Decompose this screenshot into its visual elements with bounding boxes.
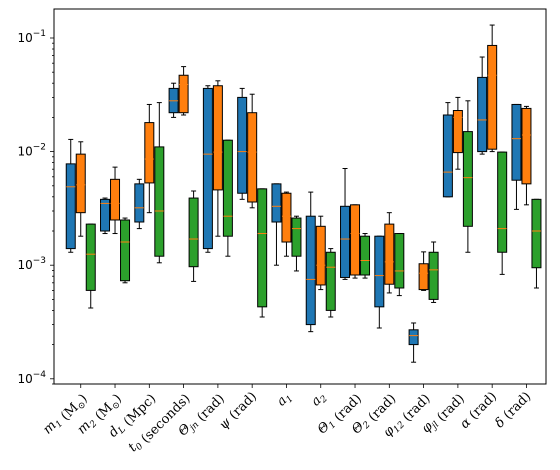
box-6-2 bbox=[291, 215, 302, 272]
box-0-0 bbox=[65, 138, 76, 253]
box-4-0 bbox=[202, 85, 213, 253]
box-rect bbox=[257, 188, 268, 308]
box-8-0 bbox=[340, 167, 351, 280]
box-rect bbox=[350, 204, 361, 276]
box-12-2 bbox=[497, 151, 508, 275]
box-rect bbox=[247, 112, 258, 203]
box-5-1 bbox=[247, 93, 258, 209]
box-rect bbox=[452, 110, 463, 154]
box-rect bbox=[178, 74, 189, 114]
y-tick-label: 10−4 bbox=[17, 370, 46, 386]
box-rect bbox=[340, 205, 351, 278]
box-6-0 bbox=[271, 183, 282, 266]
y-tick-label: 10−3 bbox=[17, 256, 46, 272]
box-rect bbox=[134, 183, 145, 223]
box-rect bbox=[75, 153, 86, 214]
box-5-0 bbox=[237, 87, 248, 200]
box-rect bbox=[315, 225, 326, 286]
box-11-1 bbox=[452, 96, 463, 170]
box-rect bbox=[418, 263, 429, 291]
box-rect bbox=[271, 183, 282, 223]
box-3-2 bbox=[188, 190, 199, 282]
box-3-1 bbox=[178, 66, 189, 116]
box-12-1 bbox=[487, 24, 498, 153]
box-rect bbox=[487, 44, 498, 150]
box-rect bbox=[428, 251, 439, 300]
box-rect bbox=[305, 215, 316, 326]
box-11-0 bbox=[442, 102, 453, 198]
box-13-2 bbox=[531, 198, 542, 289]
box-7-2 bbox=[325, 248, 336, 318]
box-rect bbox=[291, 217, 302, 257]
box-8-2 bbox=[360, 233, 371, 279]
box-2-0 bbox=[134, 178, 145, 230]
box-1-1 bbox=[110, 166, 121, 235]
box-rect bbox=[222, 139, 233, 237]
box-6-1 bbox=[281, 191, 292, 257]
box-13-1 bbox=[521, 105, 532, 206]
box-rect bbox=[384, 223, 395, 285]
box-1-2 bbox=[120, 217, 131, 284]
box-9-2 bbox=[394, 233, 405, 297]
box-8-1 bbox=[350, 204, 361, 279]
box-4-1 bbox=[212, 80, 223, 237]
box-rect bbox=[237, 96, 248, 194]
box-rect bbox=[442, 114, 453, 198]
box-rect bbox=[85, 223, 96, 291]
box-rect bbox=[462, 131, 473, 227]
box-rect bbox=[212, 85, 223, 191]
box-rect bbox=[497, 151, 508, 253]
box-10-2 bbox=[428, 241, 439, 303]
box-13-0 bbox=[511, 103, 522, 210]
box-5-2 bbox=[257, 188, 268, 318]
box-7-0 bbox=[305, 191, 316, 333]
box-rect bbox=[360, 235, 371, 276]
box-rect bbox=[325, 251, 336, 311]
box-7-1 bbox=[315, 215, 326, 291]
box-rect bbox=[100, 198, 111, 232]
box-10-1 bbox=[418, 251, 429, 291]
box-rect bbox=[408, 329, 419, 346]
box-rect bbox=[188, 197, 199, 268]
box-4-2 bbox=[222, 139, 233, 257]
box-rect bbox=[281, 192, 292, 243]
box-rect bbox=[154, 146, 165, 257]
box-9-1 bbox=[384, 212, 395, 294]
box-11-2 bbox=[462, 100, 473, 253]
box-rect bbox=[477, 76, 488, 153]
box-rect bbox=[394, 233, 405, 289]
box-1-0 bbox=[100, 197, 111, 235]
box-2-2 bbox=[154, 102, 165, 264]
box-rect bbox=[120, 219, 131, 282]
box-rect bbox=[511, 103, 522, 181]
box-rect bbox=[65, 163, 76, 250]
y-tick-label: 10−1 bbox=[17, 29, 46, 45]
box-rect bbox=[202, 87, 213, 250]
box-rect bbox=[374, 235, 385, 308]
box-rect bbox=[521, 107, 532, 185]
box-10-0 bbox=[408, 322, 419, 363]
box-rect bbox=[531, 198, 542, 269]
box-2-1 bbox=[144, 103, 155, 214]
box-0-2 bbox=[85, 223, 96, 309]
box-12-0 bbox=[477, 56, 488, 155]
box-rect bbox=[144, 122, 155, 184]
box-9-0 bbox=[374, 235, 385, 329]
box-3-0 bbox=[168, 82, 179, 118]
plot-area bbox=[65, 24, 542, 363]
y-tick-label: 10−2 bbox=[17, 143, 46, 159]
box-rect bbox=[110, 178, 121, 221]
axes-frame bbox=[53, 8, 547, 385]
box-0-1 bbox=[75, 141, 86, 237]
